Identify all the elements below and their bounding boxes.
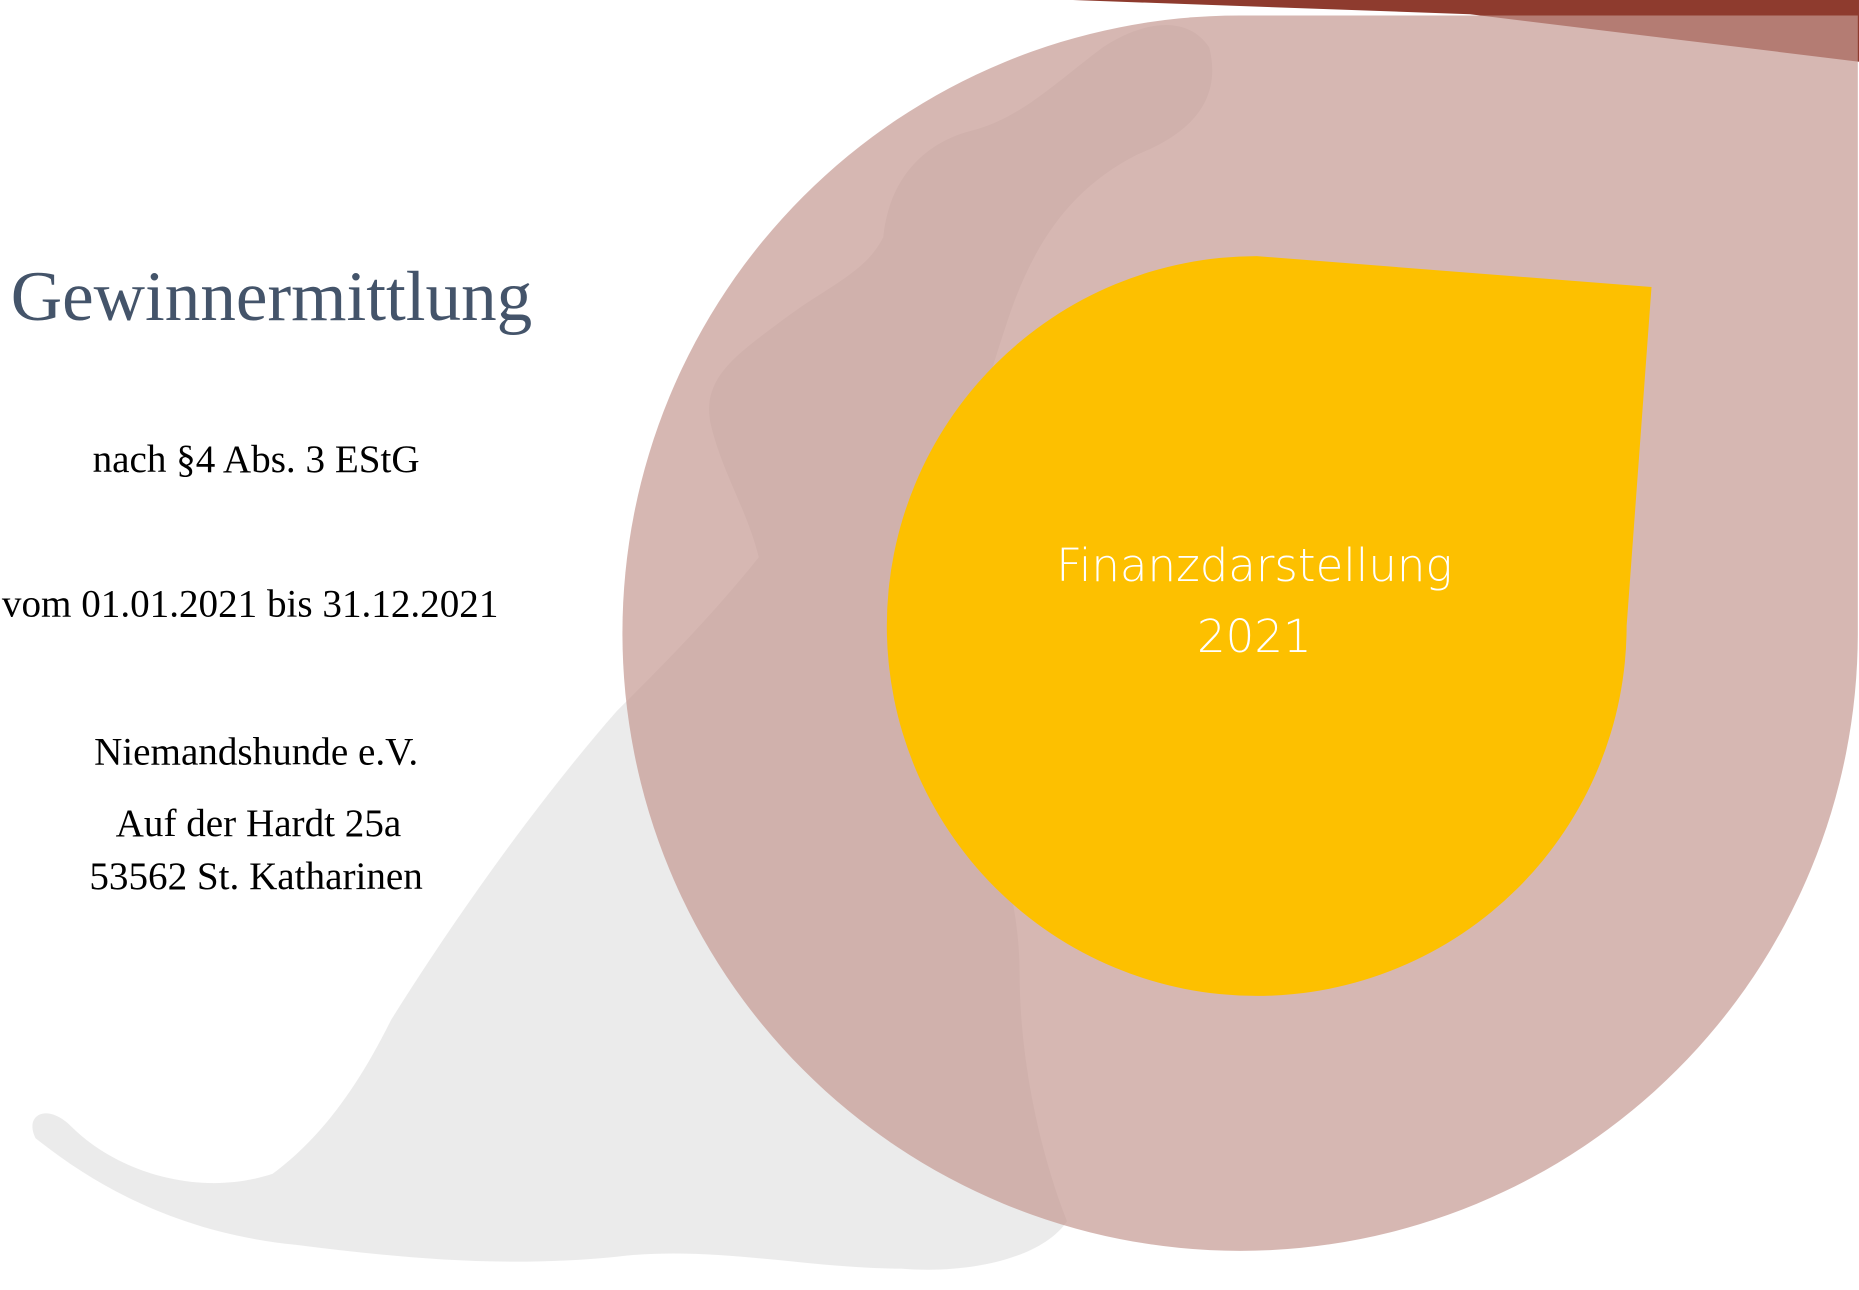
subtitle: nach §4 Abs. 3 EStG — [93, 438, 420, 481]
cover-page: Gewinnermittlung nach §4 Abs. 3 EStG vom… — [0, 0, 1859, 1290]
page: {"title": "Gewinnermittlung", "subtitle"… — [0, 0, 1859, 1290]
badge-year: 2021 — [1197, 610, 1312, 663]
document-title: Gewinnermittlung — [11, 258, 533, 336]
organization-name: Niemandshunde e.V. — [94, 731, 418, 774]
period: vom 01.01.2021 bis 31.12.2021 — [2, 583, 499, 626]
organization-city: 53562 St. Katharinen — [89, 855, 422, 898]
organization-street: Auf der Hardt 25a — [116, 802, 402, 845]
badge-line: Finanzdarstellung — [1056, 539, 1452, 592]
